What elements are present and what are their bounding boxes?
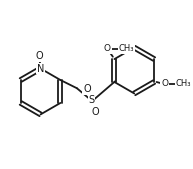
Text: O: O: [83, 84, 91, 94]
Text: O: O: [104, 44, 111, 53]
Text: CH₃: CH₃: [176, 79, 191, 88]
Text: O: O: [91, 107, 99, 117]
Text: N: N: [37, 64, 44, 74]
Text: CH₃: CH₃: [119, 44, 134, 53]
Text: S: S: [88, 95, 95, 105]
Text: O: O: [35, 51, 43, 61]
Text: O: O: [161, 79, 168, 88]
